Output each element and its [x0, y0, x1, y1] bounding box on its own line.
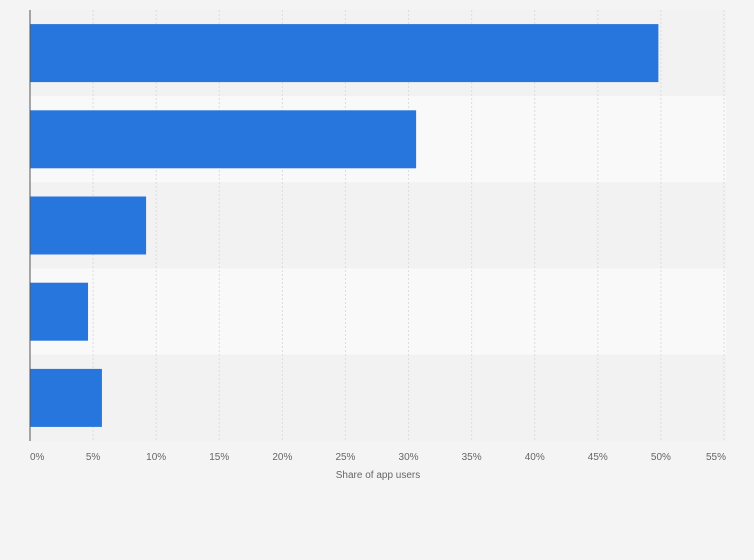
x-tick-label: 30% — [399, 452, 419, 463]
bar[interactable] — [30, 283, 88, 341]
x-tick-label: 10% — [146, 452, 166, 463]
bar[interactable] — [30, 369, 102, 427]
row-band — [30, 355, 726, 441]
bar[interactable] — [30, 197, 146, 255]
x-tick-label: 15% — [209, 452, 229, 463]
row-band — [30, 269, 726, 355]
x-tick-label: 25% — [335, 452, 355, 463]
x-tick-label: 5% — [86, 452, 101, 463]
x-tick-label: 20% — [272, 452, 292, 463]
bar[interactable] — [30, 110, 416, 168]
x-tick-label: 35% — [462, 452, 482, 463]
x-axis-title: Share of app users — [336, 470, 421, 481]
x-axis-tick-labels: 0% 5% 10% 15% 20% 25% 30% 35% 40% 45% 50% 55% — [30, 452, 726, 463]
bar[interactable] — [30, 24, 658, 82]
x-tick-label: 55% — [706, 452, 726, 463]
x-tick-label: 0% — [30, 452, 45, 463]
x-tick-label: 40% — [525, 452, 545, 463]
x-tick-label: 45% — [588, 452, 608, 463]
x-tick-label: 50% — [651, 452, 671, 463]
